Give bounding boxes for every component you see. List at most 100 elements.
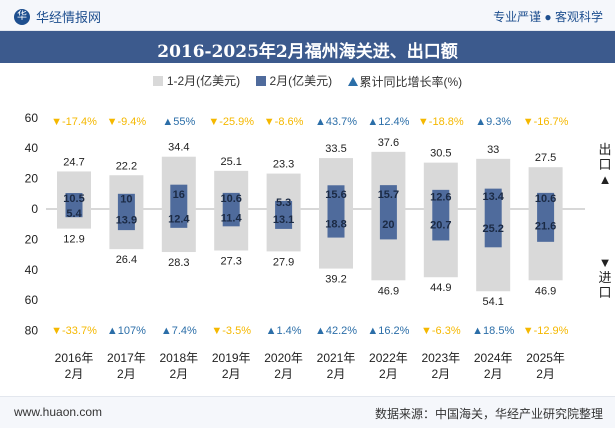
- growth-export: ▲9.3%: [475, 116, 511, 128]
- x-tick-label-month: 2月: [327, 367, 346, 381]
- chart-title: 2016-2025年2月福州海关进、出口额: [157, 42, 458, 62]
- label-export-ytd: 30.5: [430, 148, 451, 160]
- y-tick-label: 60: [25, 111, 39, 125]
- legend-label-growth: 累计同比增长率(%): [359, 74, 463, 89]
- label-import-ytd: 46.9: [378, 285, 399, 297]
- label-import-ytd: 26.4: [116, 254, 137, 266]
- growth-export: ▼-16.7%: [523, 116, 569, 128]
- legend: 1-2月(亿美元) 2月(亿美元) 累计同比增长率(%): [0, 72, 615, 90]
- label-export-ytd: 33: [487, 144, 499, 156]
- x-tick-label-month: 2月: [117, 367, 136, 381]
- bar-export-feb: [222, 192, 240, 209]
- bar-import-feb: [275, 209, 293, 229]
- x-tick-label-year: 2016年: [55, 351, 94, 365]
- side-arrow-down-icon: ▼: [598, 255, 612, 270]
- label-export-ytd: 37.6: [378, 137, 399, 149]
- bar-export-feb: [432, 189, 450, 209]
- label-import-feb: 18.8: [325, 218, 346, 230]
- label-export-ytd: 23.3: [273, 159, 294, 171]
- x-tick-label-month: 2月: [222, 367, 241, 381]
- bar-export-feb: [117, 193, 135, 209]
- x-tick-label-year: 2024年: [474, 351, 513, 365]
- legend-triangle-icon: [347, 76, 358, 86]
- growth-import: ▼-3.5%: [211, 325, 251, 337]
- growth-export: ▼-18.8%: [418, 116, 464, 128]
- label-export-ytd: 33.5: [325, 143, 346, 155]
- x-tick-label-year: 2022年: [369, 351, 408, 365]
- brand[interactable]: 华 华经情报网: [14, 7, 101, 26]
- legend-label-feb: 2月(亿美元): [269, 74, 333, 88]
- side-label-import-text: 进口: [598, 270, 612, 300]
- growth-import: ▲1.4%: [266, 325, 302, 337]
- legend-swatch-ytd: [152, 75, 163, 86]
- brand-logo-icon: 华: [14, 8, 30, 25]
- growth-import: ▼-33.7%: [51, 325, 97, 337]
- label-import-ytd: 54.1: [482, 296, 503, 308]
- growth-export: ▼-25.9%: [208, 116, 254, 128]
- bar-import-feb: [117, 209, 135, 231]
- bar-import-feb: [327, 209, 345, 238]
- label-export-feb: 15.7: [378, 189, 399, 201]
- bar-export-feb: [327, 185, 345, 209]
- x-tick-label-month: 2月: [484, 367, 503, 381]
- growth-import: ▼-12.9%: [523, 325, 569, 337]
- label-export-ytd: 25.1: [220, 156, 241, 168]
- label-import-feb: 13.9: [116, 215, 137, 227]
- label-import-feb: 11.4: [221, 213, 243, 225]
- brand-name: 华经情报网: [36, 10, 102, 25]
- label-export-feb: 10.6: [220, 193, 241, 205]
- growth-export: ▼-9.4%: [107, 116, 147, 128]
- label-import-feb: 12.4: [168, 213, 190, 225]
- label-import-feb: 20: [382, 219, 394, 231]
- bar-import-feb: [379, 209, 397, 240]
- label-import-ytd: 28.3: [168, 257, 189, 269]
- y-tick-label: 40: [25, 263, 39, 277]
- tagline: 专业严谨 ● 客观科学: [493, 10, 603, 24]
- x-tick-label-year: 2020年: [264, 351, 303, 365]
- bar-import-feb: [222, 209, 240, 227]
- side-label-export: 出口 ▲: [597, 142, 613, 187]
- bar-import-feb: [65, 209, 83, 218]
- bar-export-feb: [379, 185, 397, 209]
- growth-export: ▼-17.4%: [51, 116, 97, 128]
- legend-item-ytd: 1-2月(亿美元): [152, 72, 241, 89]
- label-import-feb: 25.2: [482, 223, 503, 235]
- label-export-ytd: 34.4: [168, 142, 189, 154]
- x-tick-label-year: 2017年: [107, 351, 146, 365]
- legend-item-growth: 累计同比增长率(%): [347, 73, 463, 90]
- label-export-feb: 10: [120, 193, 132, 205]
- y-tick-label: 80: [25, 324, 39, 338]
- label-export-feb: 15.6: [325, 189, 346, 201]
- growth-import: ▲107%: [107, 325, 146, 337]
- label-import-ytd: 27.9: [273, 256, 294, 268]
- legend-swatch-feb: [255, 75, 266, 86]
- label-export-feb: 5.3: [276, 197, 291, 209]
- bar-import-feb: [170, 209, 188, 228]
- growth-export: ▲43.7%: [315, 116, 357, 128]
- side-label-import: ▼ 进口: [597, 255, 613, 300]
- x-tick-label-year: 2023年: [421, 351, 460, 365]
- y-tick-label: 20: [25, 232, 39, 246]
- site-link[interactable]: www.huaon.com: [14, 405, 103, 419]
- x-tick-label-year: 2019年: [212, 351, 251, 365]
- y-tick-label: 60: [25, 293, 39, 307]
- x-tick-label-year: 2025年: [526, 351, 565, 365]
- legend-label-ytd: 1-2月(亿美元): [166, 74, 241, 88]
- growth-export: ▲55%: [162, 116, 195, 128]
- label-import-ytd: 44.9: [430, 282, 451, 294]
- bar-import-feb: [484, 209, 502, 248]
- bar-export-feb: [275, 200, 293, 209]
- title-bar: 2016-2025年2月福州海关进、出口额: [0, 31, 615, 63]
- growth-import: ▲42.2%: [315, 325, 357, 337]
- y-tick-label: 20: [25, 172, 39, 186]
- x-tick-label-month: 2月: [274, 367, 293, 381]
- growth-import: ▲18.5%: [472, 325, 514, 337]
- label-import-ytd: 12.9: [63, 234, 84, 246]
- growth-import: ▲16.2%: [367, 325, 409, 337]
- x-tick-label-year: 2021年: [317, 351, 356, 365]
- y-tick-label: 40: [25, 141, 39, 155]
- side-label-export-text: 出口: [598, 142, 612, 172]
- label-import-feb: 13.1: [273, 214, 294, 226]
- bar-export-feb: [170, 184, 188, 209]
